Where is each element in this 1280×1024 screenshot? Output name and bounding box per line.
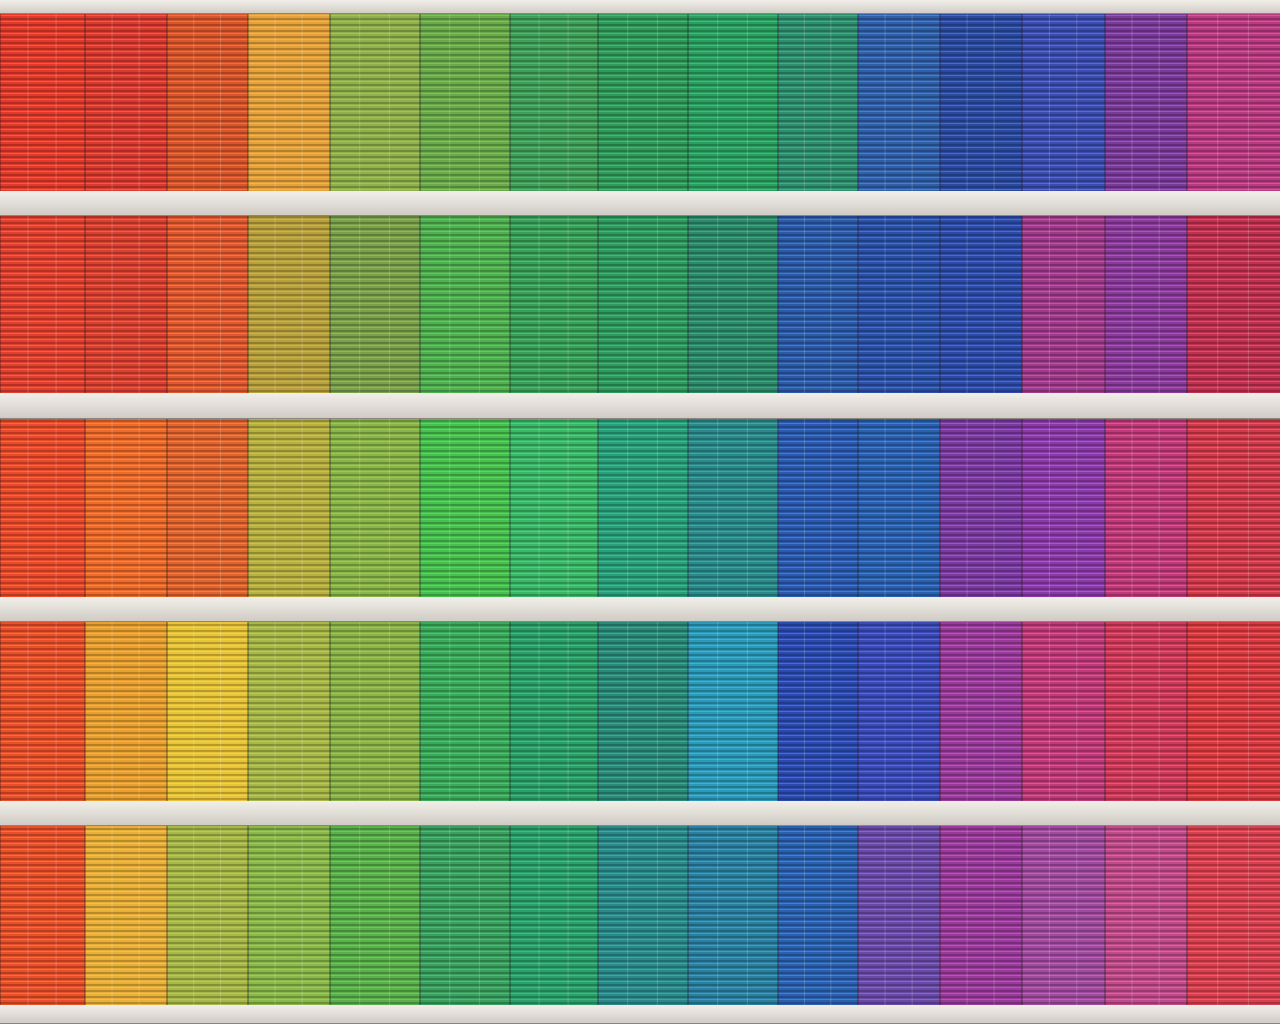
blind-slats xyxy=(248,216,330,393)
blind-slats xyxy=(1105,826,1187,1005)
blind-slats xyxy=(940,14,1022,191)
blind-slats xyxy=(1187,622,1280,801)
blind-slats xyxy=(330,826,420,1005)
blind-slats xyxy=(778,622,858,801)
blind-slats xyxy=(1022,622,1105,801)
blind-slats xyxy=(1105,622,1187,801)
blind-slats xyxy=(330,216,420,393)
blind-slats xyxy=(420,622,510,801)
blind-slats xyxy=(248,419,330,597)
blind-slats xyxy=(510,14,598,191)
blind-slats xyxy=(858,826,940,1005)
blind-slats xyxy=(510,419,598,597)
blind-slats xyxy=(1022,14,1105,191)
blind-slats xyxy=(598,419,688,597)
blind-slats xyxy=(688,419,778,597)
blind-slats xyxy=(0,622,85,801)
blind-slats xyxy=(858,216,940,393)
blind-slats xyxy=(778,14,858,191)
floor-slab xyxy=(0,393,1280,419)
blind-slats xyxy=(85,419,167,597)
blind-slats xyxy=(688,14,778,191)
blind-slats xyxy=(420,14,510,191)
blind-slats xyxy=(510,622,598,801)
blind-slats xyxy=(85,216,167,393)
blind-slats xyxy=(858,14,940,191)
blind-slats xyxy=(420,216,510,393)
blind-slats xyxy=(1022,419,1105,597)
blind-slats xyxy=(688,216,778,393)
blind-slats xyxy=(510,216,598,393)
floor-slab xyxy=(0,801,1280,826)
floor-slab xyxy=(0,191,1280,216)
blind-slats xyxy=(688,826,778,1005)
blind-slats xyxy=(85,622,167,801)
blind-slats xyxy=(0,14,85,191)
blind-slats xyxy=(1187,419,1280,597)
blind-slats xyxy=(420,419,510,597)
blind-slats xyxy=(330,622,420,801)
blind-slats xyxy=(85,14,167,191)
blind-slats xyxy=(1105,419,1187,597)
floor-slab xyxy=(0,597,1280,622)
blind-slats xyxy=(248,622,330,801)
floor-slab xyxy=(0,0,1280,14)
blind-slats xyxy=(1187,216,1280,393)
blind-slats xyxy=(858,622,940,801)
blind-slats xyxy=(1187,14,1280,191)
blind-slats xyxy=(330,14,420,191)
blind-slats xyxy=(167,826,248,1005)
blind-slats xyxy=(598,622,688,801)
blind-slats xyxy=(420,826,510,1005)
blind-slats xyxy=(248,14,330,191)
blind-slats xyxy=(778,826,858,1005)
blind-slats xyxy=(688,622,778,801)
floor-slab xyxy=(0,1005,1280,1024)
blind-slats xyxy=(0,216,85,393)
blind-slats xyxy=(598,14,688,191)
blind-slats xyxy=(940,622,1022,801)
blind-slats xyxy=(167,216,248,393)
blind-slats xyxy=(940,216,1022,393)
blind-slats xyxy=(940,826,1022,1005)
blind-slats xyxy=(1105,14,1187,191)
blind-slats xyxy=(598,826,688,1005)
blind-slats xyxy=(85,826,167,1005)
blind-slats xyxy=(510,826,598,1005)
blind-slats xyxy=(1022,216,1105,393)
blind-slats xyxy=(167,14,248,191)
blind-slats xyxy=(858,419,940,597)
blind-slats xyxy=(1022,826,1105,1005)
blind-slats xyxy=(778,216,858,393)
blind-slats xyxy=(1105,216,1187,393)
blind-slats xyxy=(940,419,1022,597)
blind-slats xyxy=(0,419,85,597)
blind-slats xyxy=(167,622,248,801)
blind-slats xyxy=(330,419,420,597)
blind-slats xyxy=(167,419,248,597)
blind-slats xyxy=(598,216,688,393)
blind-slats xyxy=(248,826,330,1005)
blind-slats xyxy=(1187,826,1280,1005)
blind-slats xyxy=(0,826,85,1005)
blind-slats xyxy=(778,419,858,597)
